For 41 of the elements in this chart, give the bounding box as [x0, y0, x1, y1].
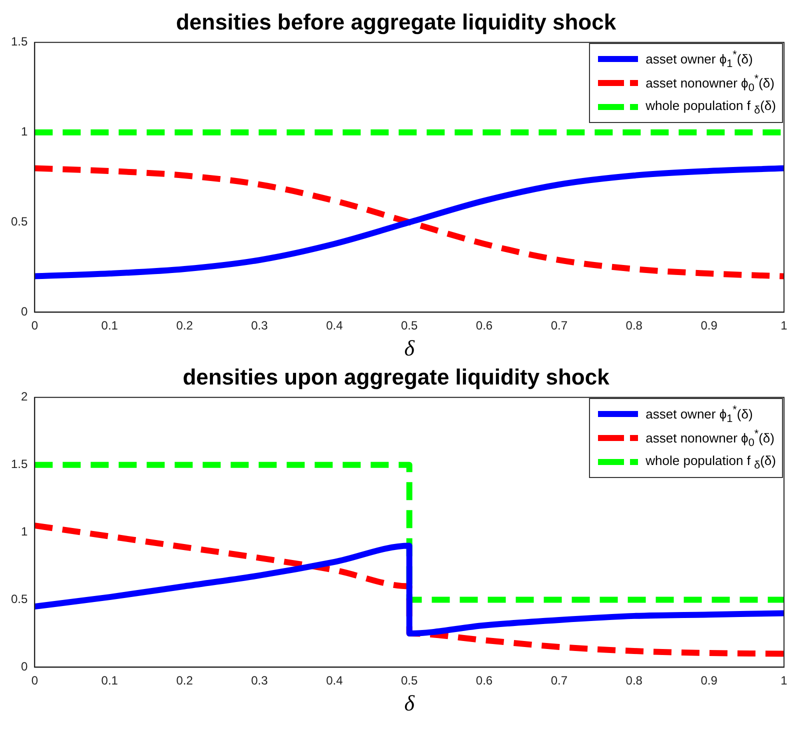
- x-tick-label: 1: [780, 674, 788, 688]
- x-tick-label: 0.7: [550, 674, 568, 688]
- x-axis-title: δ: [404, 690, 416, 716]
- x-tick-label: 0.7: [550, 318, 568, 333]
- chart-title: densities upon aggregate liquidity shock: [182, 364, 610, 390]
- x-tick-label: 0.2: [176, 318, 194, 333]
- legend-label: whole population f $_{δ}$(δ): [646, 98, 776, 117]
- y-tick-label: 0: [20, 660, 28, 674]
- x-tick-label: 0.2: [176, 674, 194, 688]
- y-tick-label: 1.5: [10, 457, 28, 472]
- x-tick-label: 0.6: [476, 318, 493, 333]
- x-tick-label: 0.3: [251, 318, 268, 333]
- x-tick-label: 0.9: [700, 674, 718, 688]
- chart-title: densities before aggregate liquidity shock: [176, 9, 617, 34]
- x-tick-label: 0.4: [326, 674, 344, 688]
- legend-label: asset owner ϕ$_{1}$$^{*}$(δ): [646, 404, 753, 425]
- y-tick-label: 0.5: [10, 592, 28, 606]
- x-tick-label: 0.9: [700, 318, 718, 333]
- y-tick-label: 1: [20, 124, 28, 139]
- x-tick-label: 0.5: [400, 674, 418, 688]
- x-tick-label: 0.8: [626, 318, 643, 333]
- x-tick-label: 0.1: [101, 318, 118, 333]
- legend-label: asset nonowner ϕ$_{0}$$^{*}$(δ): [646, 428, 774, 449]
- y-tick-label: 1.5: [10, 34, 28, 49]
- y-tick-label: 2: [20, 390, 28, 404]
- x-tick-label: 0.8: [626, 674, 643, 688]
- x-tick-label: 0.1: [101, 674, 118, 688]
- x-tick-label: 0.3: [251, 674, 268, 688]
- x-axis-title: δ: [404, 336, 416, 361]
- y-tick-label: 1: [20, 524, 28, 539]
- x-tick-label: 1: [780, 318, 788, 333]
- x-tick-label: 0.6: [476, 674, 493, 688]
- y-tick-label: 0: [20, 304, 28, 319]
- x-tick-label: 0: [31, 318, 38, 333]
- x-tick-label: 0.4: [326, 318, 344, 333]
- legend-label: whole population f $_{δ}$(δ): [646, 453, 776, 472]
- y-tick-label: 0.5: [10, 214, 28, 229]
- legend-label: asset nonowner ϕ$_{0}$$^{*}$(δ): [646, 72, 774, 94]
- x-tick-label: 0: [31, 674, 38, 688]
- legend-label: asset owner ϕ$_{1}$$^{*}$(δ): [646, 48, 753, 70]
- x-tick-label: 0.5: [400, 318, 418, 333]
